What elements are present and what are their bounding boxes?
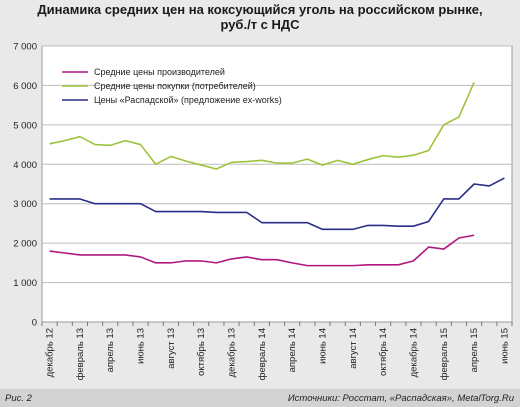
figure-label: Рис. 2 [5,393,32,404]
series-line-1 [49,234,475,267]
price-line-chart: 0 1 000 2 000 3 000 4 000 5 000 6 000 7 000 дек… [13,42,513,380]
plot-area [41,45,513,323]
legend-label-3: Цены «Распадской» (предложение ex-works) [94,95,282,105]
x-tick-label: август 14 [348,328,359,369]
figure-footer: Рис. 2 Источники: Росстат, «Распадская»,… [0,389,520,407]
x-tick-label: декабрь 13 [227,328,238,377]
y-tick-label: 0 [32,318,37,329]
y-tick-label: 7 000 [13,42,37,53]
x-tick-label: апрель 13 [105,328,116,372]
y-tick-label: 3 000 [13,199,37,210]
x-tick-label: октябрь 13 [196,328,207,376]
x-tick-label: июнь 15 [499,328,510,364]
chart-title-line1: Динамика средних цен на коксующийся угол… [37,2,483,17]
y-tick-label: 2 000 [13,239,37,250]
x-tick-label: февраль 15 [439,328,450,380]
series-line-2 [49,81,475,170]
source-note: Источники: Росстат, «Распадская», MetalT… [287,393,514,404]
y-tick-label: 4 000 [13,160,37,171]
y-tick-label: 6 000 [13,81,37,92]
x-tick-label: октябрь 14 [378,328,389,376]
chart-title: Динамика средних цен на коксующийся угол… [0,2,520,32]
x-tick-label: февраль 13 [75,328,86,380]
x-tick-label: апрель 14 [287,328,298,372]
x-tick-label: август 13 [166,328,177,369]
x-tick-label: июнь 14 [317,328,328,364]
x-tick-label: апрель 15 [469,328,480,372]
x-tick-label: декабрь 12 [45,328,56,377]
legend-label-1: Средние цены производителей [94,67,225,77]
series-line-3 [49,177,505,231]
x-tick-label: декабрь 14 [408,328,419,377]
legend-label-2: Средние цены покупки (потребителей) [94,81,256,91]
x-tick-label: февраль 14 [257,328,268,380]
y-tick-label: 5 000 [13,120,37,131]
y-tick-label: 1 000 [13,278,37,289]
chart-title-line2: руб./т с НДС [220,17,300,32]
x-tick-label: июнь 13 [136,328,147,364]
